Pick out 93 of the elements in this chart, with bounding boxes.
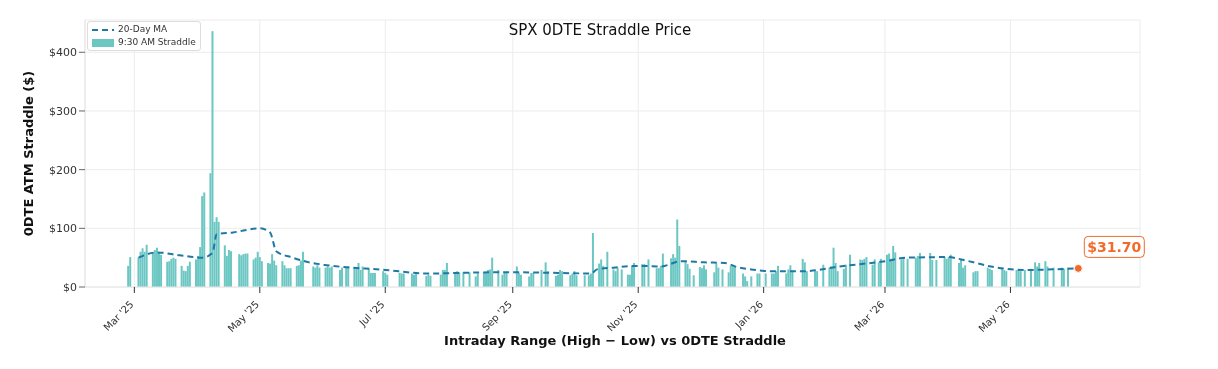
x-tick-label: May '25 [225, 298, 262, 335]
bar [256, 251, 259, 287]
bar [141, 248, 144, 287]
bar [844, 264, 847, 287]
x-tick-label: Jul '25 [356, 298, 387, 329]
bar [750, 276, 753, 287]
bar [217, 221, 220, 287]
bar [686, 264, 689, 287]
bar [540, 269, 543, 287]
x-tick-label: Mar '26 [852, 298, 887, 333]
x-tick-label: Jan '26 [732, 298, 766, 332]
bar [789, 265, 792, 287]
bar [929, 252, 932, 287]
bar [201, 196, 204, 287]
bar [1023, 269, 1026, 287]
bar [462, 272, 465, 287]
bar [260, 261, 263, 287]
bar [468, 272, 471, 287]
bar [803, 262, 806, 287]
bar [491, 257, 494, 287]
bar [215, 217, 218, 287]
bar [528, 276, 531, 287]
bar [620, 269, 623, 287]
bar [195, 259, 198, 287]
bar [482, 272, 485, 287]
bar [575, 275, 578, 287]
bar [186, 265, 189, 287]
text: Intraday Range (High − Low) vs 0DTE Straddle [443, 333, 787, 348]
bar [777, 265, 780, 287]
bar [145, 244, 148, 287]
bar [606, 251, 609, 287]
bar [670, 258, 673, 287]
bar [842, 268, 845, 287]
y-tick-label: $300 [49, 104, 77, 118]
bar [301, 251, 304, 287]
bar [281, 261, 284, 287]
bar [583, 275, 586, 287]
chart-title: SPX 0DTE Straddle Price [508, 21, 692, 39]
bar [960, 259, 963, 287]
bar [676, 219, 679, 287]
bar [832, 247, 835, 287]
bar [918, 252, 921, 287]
bar [873, 259, 876, 287]
annotation: $31.70 [1087, 239, 1142, 256]
x-tick-label: Mar '25 [101, 298, 136, 333]
bar [544, 262, 547, 287]
bar [705, 269, 708, 287]
y-tick-label: $100 [49, 222, 77, 236]
bar [906, 258, 909, 287]
y-tick-label: $400 [49, 46, 77, 60]
bar [787, 269, 790, 287]
bar [267, 262, 269, 287]
bar [180, 265, 183, 287]
bar [338, 269, 341, 287]
bar [341, 267, 344, 287]
bar [688, 268, 691, 287]
bar [361, 266, 364, 287]
bar [616, 267, 619, 287]
x-tick-label: Sep '25 [479, 298, 515, 333]
legend-label: 9:30 AM Straddle [118, 36, 196, 49]
bar [591, 233, 594, 287]
bar [715, 263, 718, 287]
bar [1044, 261, 1047, 287]
bar [647, 259, 650, 287]
bar [275, 265, 278, 287]
bar [598, 263, 601, 287]
bar [1036, 266, 1039, 287]
bar [661, 253, 664, 287]
bar [958, 262, 960, 287]
bar [139, 251, 142, 287]
bar [271, 254, 274, 287]
bar [935, 260, 938, 287]
legend-label: 20-Day MA [118, 23, 168, 36]
bar [692, 275, 695, 287]
bar [211, 31, 214, 287]
bar [283, 265, 286, 287]
bar [684, 261, 687, 287]
bar [367, 268, 370, 287]
y-tick-label: $0 [63, 280, 77, 294]
bar [600, 259, 603, 287]
bar [188, 261, 191, 287]
bar [223, 245, 226, 287]
x-tick-label: Nov '25 [604, 298, 640, 334]
bar [717, 267, 720, 287]
x-tick-label: May '26 [976, 298, 1012, 335]
bar [892, 245, 895, 287]
y-tick-label: $200 [49, 163, 77, 177]
y-axis-title: 0DTE ATM Straddle ($) [20, 70, 36, 237]
bar [1034, 262, 1037, 287]
bar [203, 192, 206, 287]
bar [129, 257, 132, 287]
bar [877, 262, 880, 287]
bar [721, 269, 724, 287]
